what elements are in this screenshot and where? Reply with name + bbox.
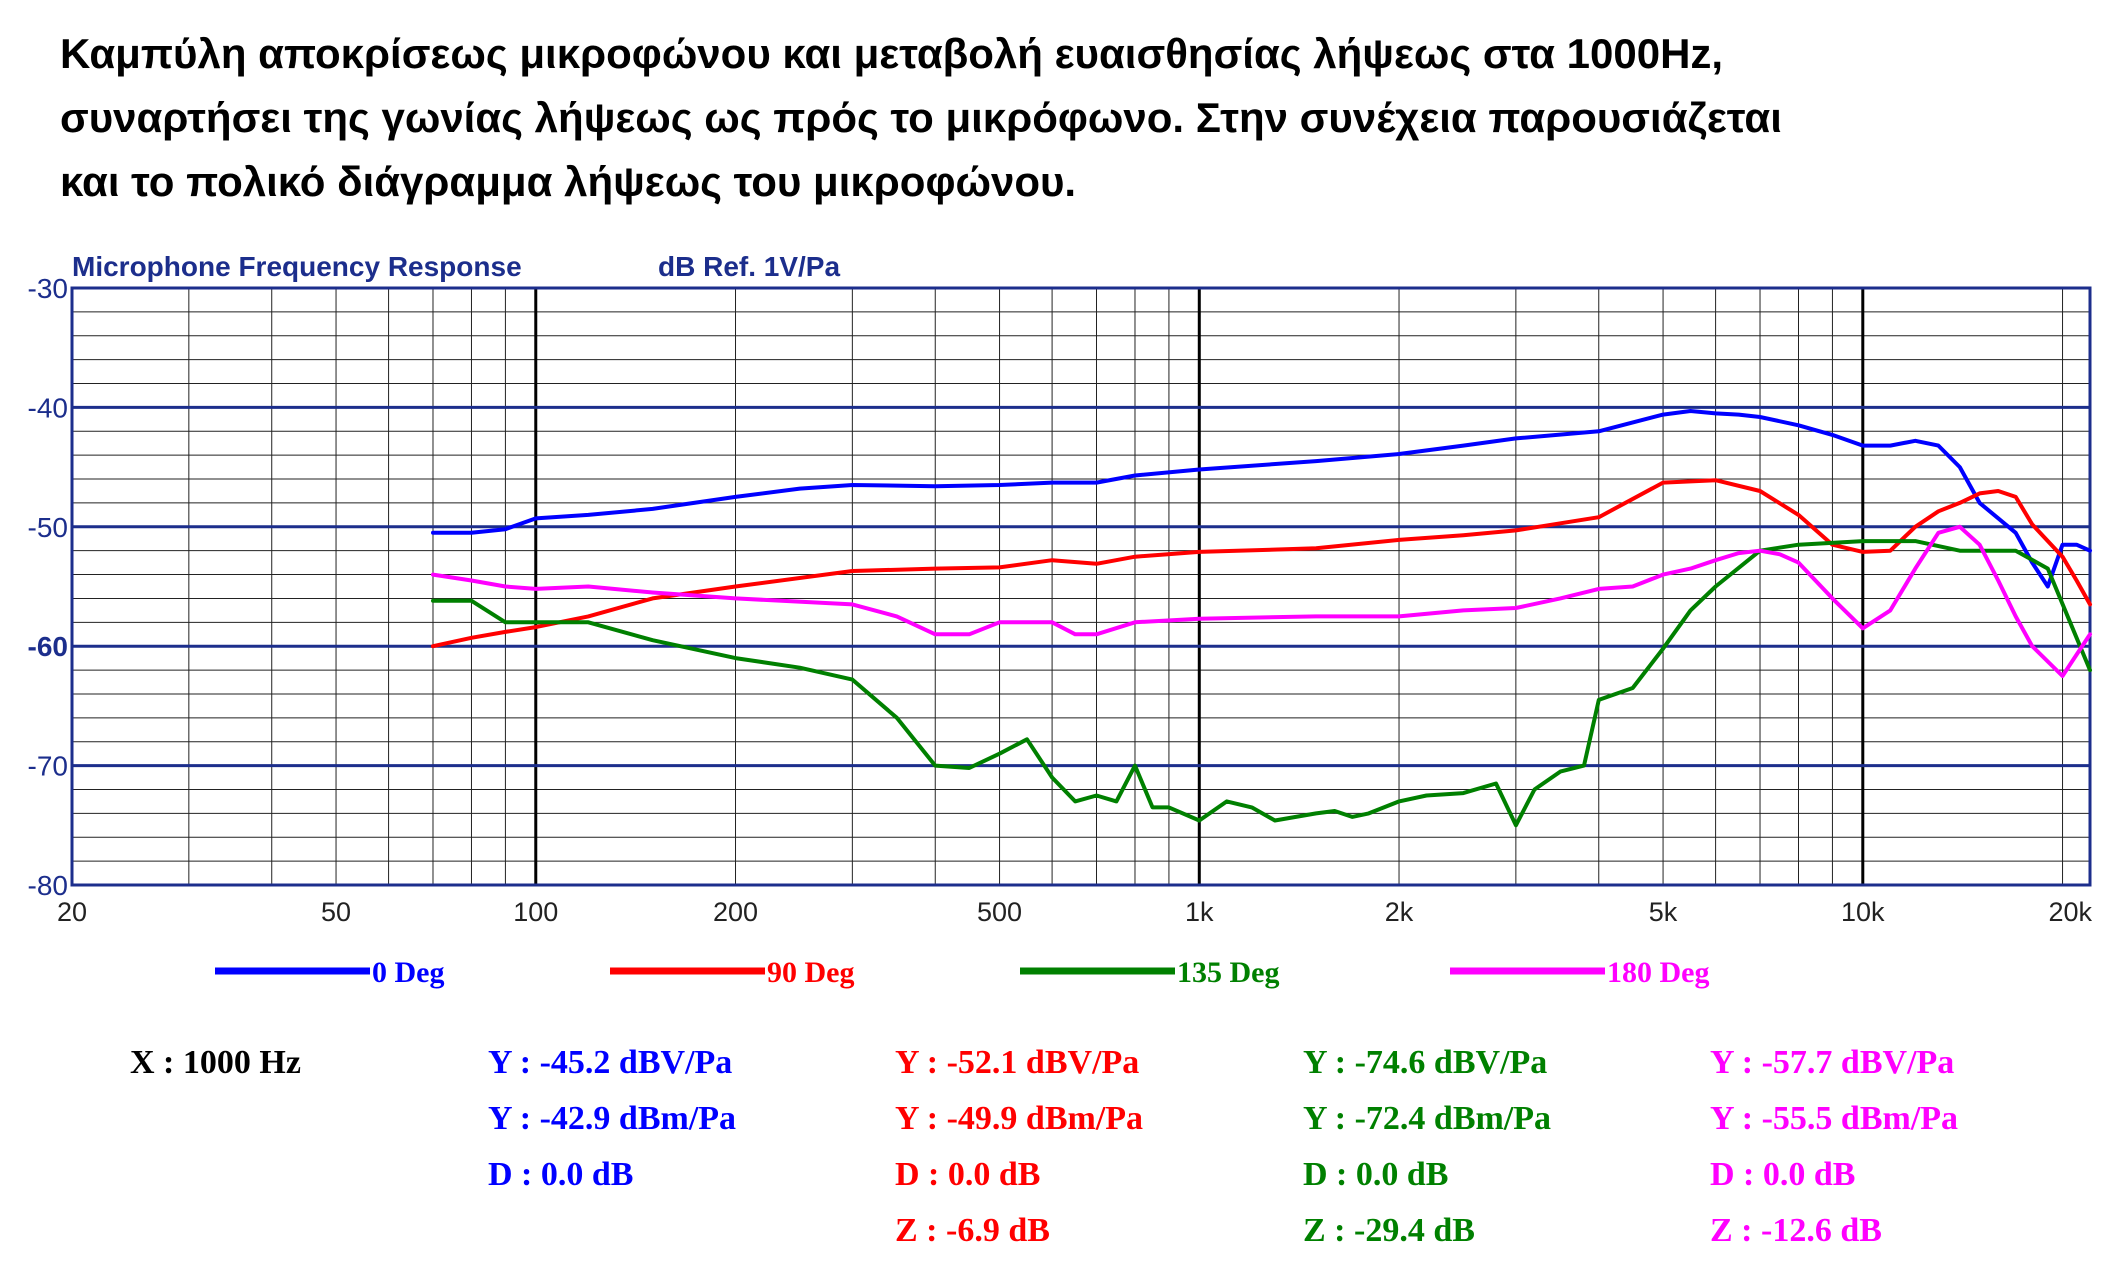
legend-label: 180 Deg xyxy=(1607,956,1709,989)
series-lines xyxy=(431,409,2092,828)
chart-title: Microphone Frequency Response xyxy=(72,251,522,282)
intro-line: και το πολικό διάγραμμα λήψεως του μικρο… xyxy=(60,158,1077,205)
readout-x-value: X : 1000 Hz xyxy=(130,1044,301,1081)
readout-value: Y : -45.2 dBV/Pa xyxy=(488,1044,733,1081)
legend-label: 90 Deg xyxy=(767,956,854,989)
readout-value: Z : -29.4 dB xyxy=(1303,1212,1475,1249)
x-tick-label: 50 xyxy=(321,897,351,927)
readout-value: Y : -49.9 dBm/Pa xyxy=(895,1100,1144,1137)
x-tick-label: 500 xyxy=(977,897,1022,927)
intro-text: Καμπύλη αποκρίσεως μικροφώνου και μεταβο… xyxy=(60,22,2080,214)
series-line xyxy=(431,524,2092,678)
x-tick-label: 20 xyxy=(57,897,87,927)
y-tick-label: -80 xyxy=(28,870,68,901)
x-tick-label: 100 xyxy=(513,897,558,927)
x-tick-labels: 20 50 100 200 500 1k 2k 5k 10k 20k xyxy=(57,897,2093,927)
x-tick-label: 200 xyxy=(713,897,758,927)
x-tick-label: 1k xyxy=(1185,897,1214,927)
readout-value: D : 0.0 dB xyxy=(488,1156,634,1193)
intro-line: Καμπύλη αποκρίσεως μικροφώνου και μεταβο… xyxy=(60,30,1724,77)
legend-label: 0 Deg xyxy=(372,956,444,989)
readout-value: D : 0.0 dB xyxy=(895,1156,1041,1193)
readout-value: Y : -55.5 dBm/Pa xyxy=(1710,1100,1959,1137)
series-line xyxy=(431,409,2092,589)
intro-line: συναρτήσει της γωνίας λήψεως ως πρός το … xyxy=(60,94,1782,141)
x-tick-label: 2k xyxy=(1385,897,1414,927)
readout-value: Y : -42.9 dBm/Pa xyxy=(488,1100,737,1137)
plot-area xyxy=(72,288,2090,885)
x-tick-label: 10k xyxy=(1841,897,1885,927)
legend: 0 Deg 90 Deg 135 Deg 180 Deg xyxy=(215,956,1709,989)
readout-value: Z : -6.9 dB xyxy=(895,1212,1050,1249)
y-tick-label: -40 xyxy=(28,392,68,423)
readout-value: D : 0.0 dB xyxy=(1710,1156,1856,1193)
readout-value: Y : -74.6 dBV/Pa xyxy=(1303,1044,1548,1081)
y-tick-labels: -30 -40 -50 -60 -70 -80 xyxy=(28,273,68,901)
readout-value: Y : -57.7 dBV/Pa xyxy=(1710,1044,1955,1081)
series-line xyxy=(431,539,2092,828)
plot-frame xyxy=(70,286,2092,887)
readout-value: Z : -12.6 dB xyxy=(1710,1212,1882,1249)
x-tick-label: 20k xyxy=(2048,897,2092,927)
series-line xyxy=(431,478,2092,649)
legend-label: 135 Deg xyxy=(1177,956,1279,989)
chart-grid xyxy=(70,286,2092,887)
readout-value: Y : -52.1 dBV/Pa xyxy=(895,1044,1140,1081)
x-tick-label: 5k xyxy=(1649,897,1678,927)
y-tick-label: -50 xyxy=(28,512,68,543)
y-axis-unit-label: dB Ref. 1V/Pa xyxy=(658,251,840,282)
y-tick-label: -30 xyxy=(28,273,68,304)
y-tick-label: -70 xyxy=(28,751,68,782)
readout-value: D : 0.0 dB xyxy=(1303,1156,1449,1193)
readout-value: Y : -72.4 dBm/Pa xyxy=(1303,1100,1552,1137)
y-tick-label: -60 xyxy=(28,631,68,662)
